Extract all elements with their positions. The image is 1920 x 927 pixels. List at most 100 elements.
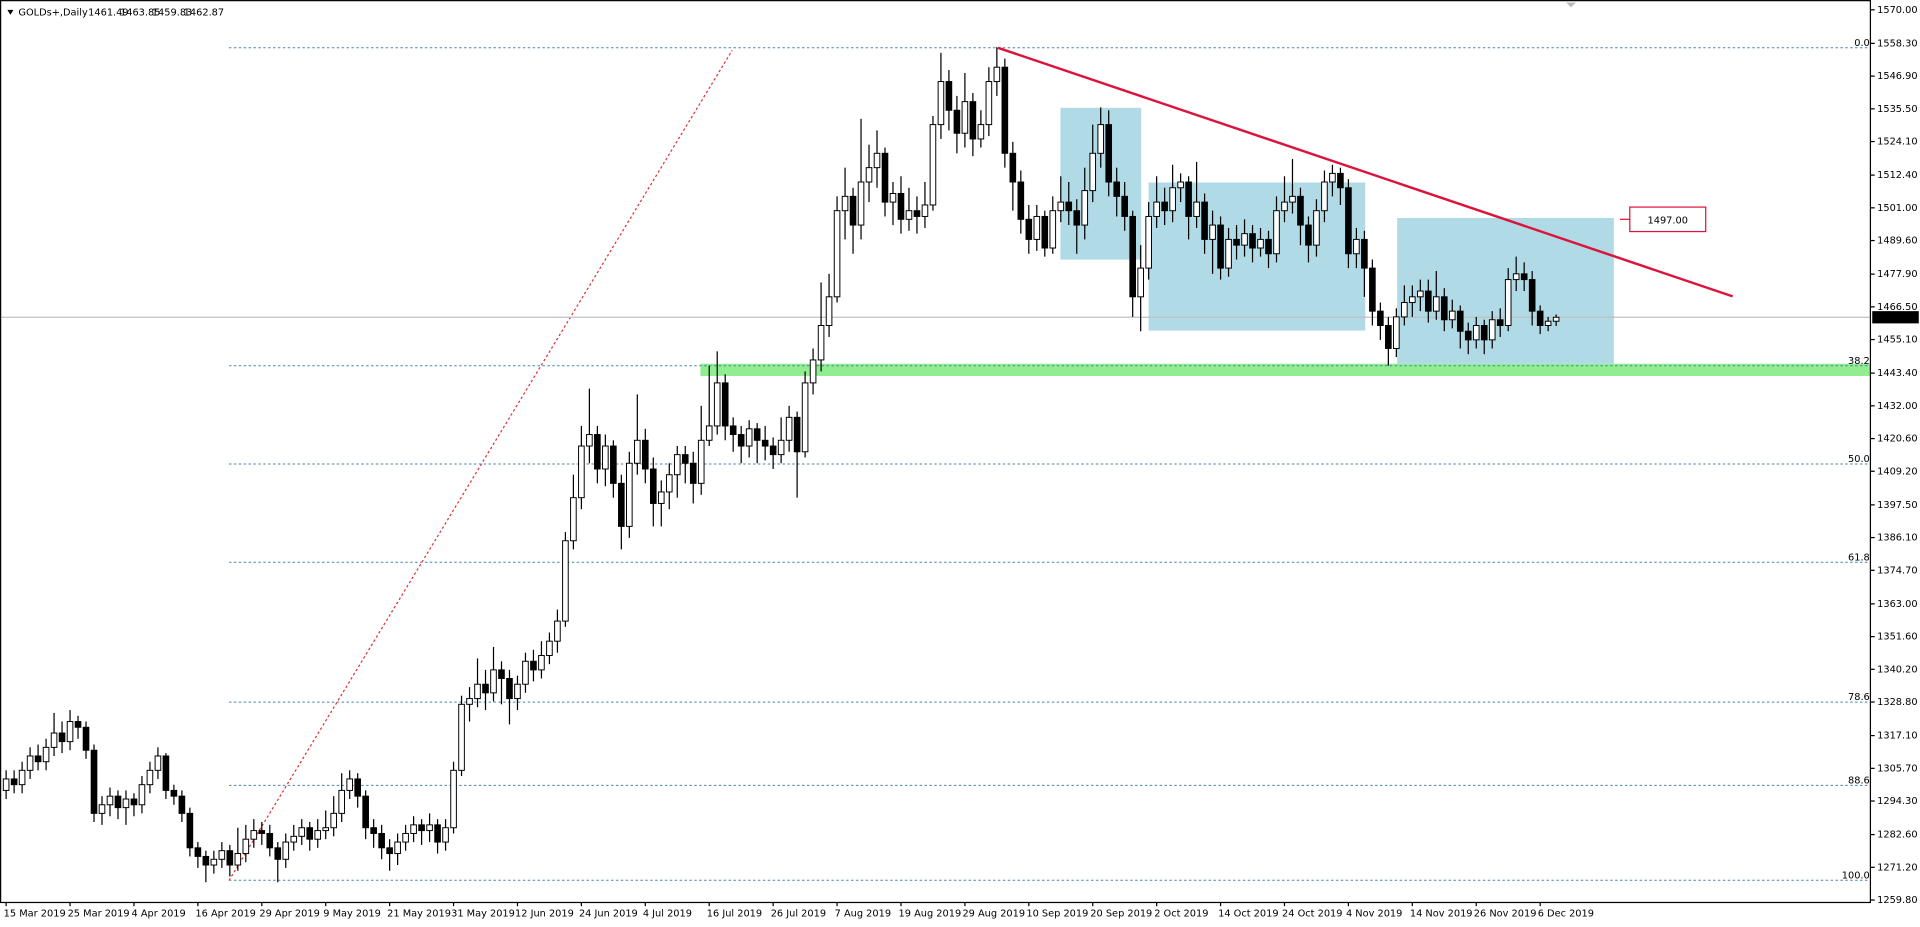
- candle-body: [330, 812, 338, 829]
- candle-body: [785, 416, 793, 441]
- candle-body: [1281, 201, 1288, 212]
- y-tick-label: 1397.50: [1877, 500, 1917, 511]
- candle-body: [1552, 316, 1560, 322]
- candle-body: [106, 795, 114, 806]
- y-tick-label: 1409.20: [1877, 466, 1917, 477]
- x-tick-label: 26 Nov 2019: [1474, 909, 1537, 920]
- candle-body: [634, 439, 641, 464]
- candle-body: [657, 491, 665, 504]
- level-box: [1629, 206, 1707, 233]
- x-tick-label: 16 Jul 2019: [707, 909, 762, 920]
- x-tick-label: 14 Nov 2019: [1410, 909, 1473, 920]
- y-tick-label: 1328.80: [1877, 697, 1917, 708]
- candle-body: [697, 439, 705, 484]
- x-tick-label: 4 Apr 2019: [132, 909, 186, 920]
- candle-body: [1409, 296, 1416, 304]
- candle-body: [394, 841, 401, 855]
- candle-body: [1153, 201, 1160, 217]
- candle-body: [466, 698, 473, 705]
- candle-body: [689, 462, 697, 484]
- candle-body: [570, 497, 577, 542]
- candle-body: [729, 425, 737, 436]
- candle-body: [66, 721, 74, 743]
- candle-body: [202, 855, 210, 866]
- x-tick-label: 29 Apr 2019: [259, 909, 319, 920]
- candle-body: [857, 181, 865, 226]
- candle-body: [234, 853, 242, 866]
- candle-body: [1321, 181, 1328, 212]
- y-tick-label: 1271.20: [1877, 862, 1917, 873]
- candle-body: [1177, 181, 1184, 189]
- candle-body: [1145, 215, 1152, 269]
- y-tick-label: 1546.90: [1877, 71, 1917, 82]
- current-price-label: 1462.87: [1876, 312, 1916, 323]
- fib-level-label: 50.0: [1848, 454, 1870, 465]
- candle-body: [1377, 310, 1384, 326]
- candle-body: [753, 428, 761, 441]
- candle-body: [1472, 325, 1480, 341]
- candle-body: [298, 827, 306, 837]
- candle-body: [34, 755, 42, 763]
- x-tick-label: 25 Mar 2019: [68, 909, 130, 920]
- candle-body: [1345, 187, 1352, 255]
- candle-body: [1536, 310, 1544, 326]
- candle-body: [833, 210, 841, 298]
- candle-body: [146, 769, 154, 786]
- y-tick-label: 1432.00: [1877, 401, 1917, 412]
- y-tick-label: 1477.90: [1877, 269, 1917, 280]
- candle-body: [554, 620, 561, 642]
- menu-triangle[interactable]: [7, 9, 14, 15]
- candle-body: [945, 81, 953, 111]
- candle-body: [961, 101, 969, 134]
- candle-body: [1289, 195, 1296, 203]
- candle-body: [362, 795, 369, 829]
- y-tick-label: 1443.40: [1877, 368, 1917, 379]
- candle-body: [769, 445, 777, 456]
- candle-body: [194, 847, 202, 857]
- candle-body: [538, 655, 545, 671]
- candle-body: [482, 683, 489, 694]
- candle-body: [418, 824, 425, 832]
- y-tick-label: 1282.60: [1877, 830, 1917, 841]
- candle-body: [474, 683, 481, 700]
- ohlc-close: 1462.87: [184, 7, 224, 18]
- candle-body: [386, 847, 393, 855]
- candle-body: [442, 827, 449, 843]
- candle-body: [1225, 238, 1232, 269]
- x-tick-label: 20 Sep 2019: [1090, 909, 1152, 920]
- candle-body: [1520, 273, 1528, 281]
- candle-body: [378, 832, 385, 849]
- y-tick-label: 1305.70: [1877, 763, 1917, 774]
- candle-body: [1432, 296, 1440, 312]
- candle-body: [681, 454, 689, 464]
- candle-body: [50, 732, 58, 748]
- candle-body: [314, 830, 322, 840]
- candle-body: [1001, 66, 1009, 154]
- candle-body: [1361, 238, 1368, 269]
- candle-body: [1273, 210, 1280, 255]
- candle-body: [1233, 238, 1240, 246]
- candle-body: [1041, 215, 1049, 249]
- candle-body: [977, 124, 985, 140]
- y-tick-label: 1363.00: [1877, 599, 1917, 610]
- candle-body: [266, 832, 274, 849]
- candle-body: [1425, 290, 1432, 312]
- candle-body: [801, 382, 809, 453]
- candle-body: [226, 850, 234, 866]
- candle-body: [258, 830, 266, 834]
- candle-body: [162, 755, 170, 791]
- y-tick-label: 1535.50: [1877, 104, 1917, 115]
- shift-marker[interactable]: [1566, 2, 1576, 8]
- candle-body: [721, 382, 729, 427]
- candle-body: [122, 798, 130, 809]
- candle-body: [82, 726, 90, 751]
- candle-body: [1025, 218, 1033, 240]
- x-tick-label: 19 Aug 2019: [899, 909, 962, 920]
- y-tick-label: 1294.30: [1877, 796, 1917, 807]
- candle-body: [841, 195, 849, 212]
- candle-body: [825, 296, 833, 326]
- y-tick-label: 1420.60: [1877, 434, 1917, 445]
- candle-body: [170, 789, 178, 797]
- candle-body: [953, 109, 961, 134]
